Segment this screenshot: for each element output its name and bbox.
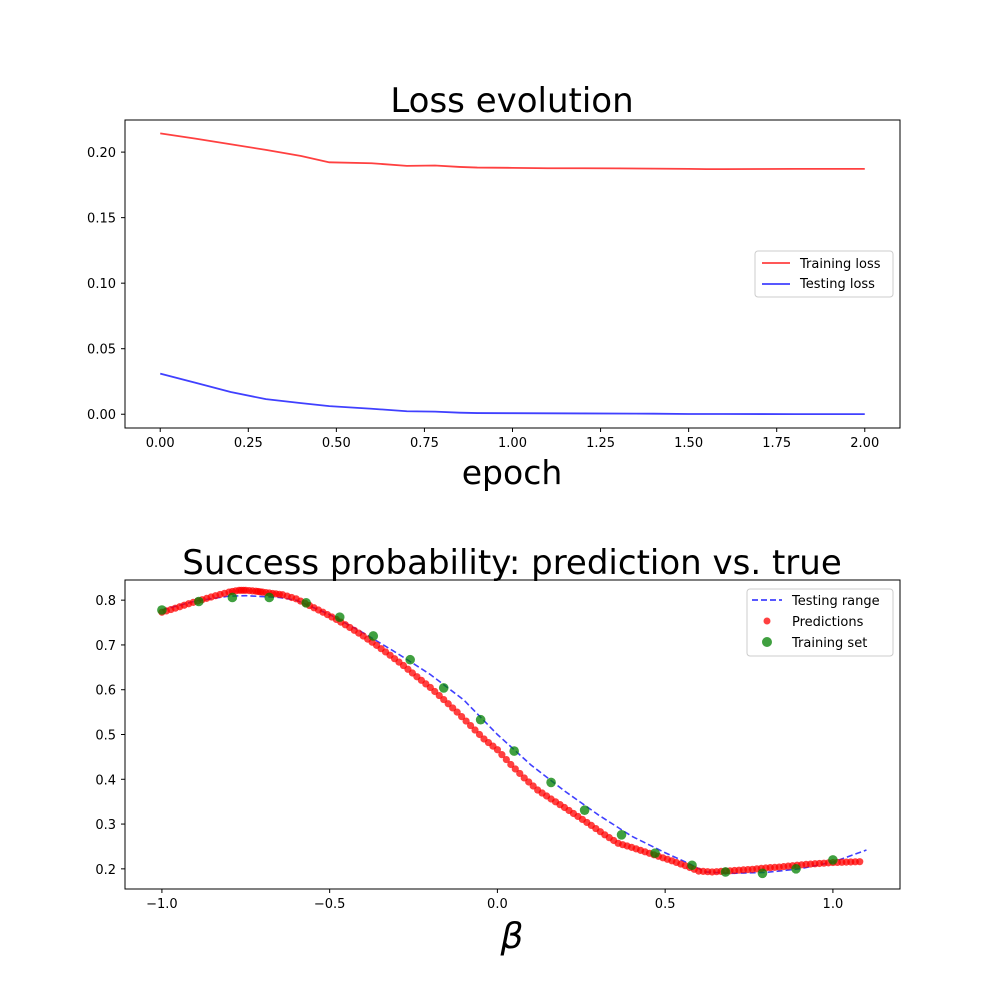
prediction-point xyxy=(453,708,461,716)
loss-chart-title: Loss evolution xyxy=(390,81,633,121)
prediction-point xyxy=(475,730,484,739)
loss-y-tick-label: 0.05 xyxy=(87,343,116,358)
loss-x-tick-label: 0.00 xyxy=(146,436,175,451)
loss-x-tick-label: 0.50 xyxy=(322,436,351,451)
success-y-tick-label: 0.5 xyxy=(95,729,116,744)
testing-range-legend-label: Testing range xyxy=(791,594,880,609)
training-set-point xyxy=(828,855,838,865)
success-y-axis-ticks: 0.2 0.3 0.4 0.5 0.6 0.7 0.8 xyxy=(95,594,125,878)
training-set-point xyxy=(157,605,167,615)
loss-x-axis-ticks: 0.00 0.25 0.50 0.75 1.00 1.25 1.50 1.75 2.00 xyxy=(146,428,879,451)
testing-loss-legend-label: Testing loss xyxy=(799,277,875,292)
prediction-point xyxy=(493,746,501,754)
loss-x-axis-label: epoch xyxy=(462,453,563,492)
prediction-point xyxy=(466,721,475,730)
training-set-legend-swatch xyxy=(762,637,772,647)
training-set-point xyxy=(579,805,590,815)
success-x-tick-label: 1.0 xyxy=(823,897,844,912)
success-x-tick-label: −0.5 xyxy=(314,897,346,912)
predictions-legend-swatch xyxy=(763,617,771,625)
prediction-point xyxy=(516,769,524,778)
training-set-point xyxy=(405,654,415,665)
success-x-axis-label: β xyxy=(500,916,524,957)
training-set-point xyxy=(791,864,801,874)
success-x-tick-label: −1.0 xyxy=(146,897,178,912)
loss-y-axis-ticks: 0.00 0.05 0.10 0.15 0.20 xyxy=(87,146,125,423)
training-set-point xyxy=(438,683,449,693)
training-set-point xyxy=(194,596,204,607)
training-set-points xyxy=(157,592,838,879)
training-loss-line xyxy=(160,132,865,171)
prediction-point xyxy=(462,717,470,725)
prediction-point xyxy=(507,760,515,769)
success-y-tick-label: 0.4 xyxy=(95,773,116,788)
loss-y-tick-label: 0.15 xyxy=(87,212,116,227)
success-x-tick-label: 0.5 xyxy=(655,897,676,912)
training-loss-legend-label: Training loss xyxy=(799,257,881,272)
training-set-point xyxy=(687,860,697,871)
predictions-legend-label: Predictions xyxy=(792,615,864,630)
loss-y-tick-label: 0.00 xyxy=(87,408,116,423)
success-legend-box xyxy=(746,588,894,657)
prediction-point xyxy=(458,712,466,721)
success-chart: Success probability: prediction vs. true… xyxy=(95,543,901,957)
loss-x-tick-label: 0.75 xyxy=(410,436,439,451)
training-set-point xyxy=(264,592,275,603)
success-y-tick-label: 0.6 xyxy=(95,684,116,699)
loss-x-tick-label: 1.50 xyxy=(674,436,703,451)
training-set-point xyxy=(301,598,311,608)
success-x-axis-ticks: −1.0 −0.5 0.0 0.5 1.0 xyxy=(146,889,843,912)
predictions-points xyxy=(158,586,864,876)
success-y-tick-label: 0.2 xyxy=(95,863,116,878)
success-legend: Testing range Predictions Training set xyxy=(746,588,894,657)
loss-x-tick-label: 1.25 xyxy=(586,436,615,451)
loss-x-tick-label: 1.75 xyxy=(762,436,791,451)
success-chart-title: Success probability: prediction vs. true xyxy=(182,543,841,583)
prediction-point xyxy=(502,755,510,764)
success-y-tick-label: 0.7 xyxy=(95,639,116,654)
success-y-tick-label: 0.8 xyxy=(95,594,116,609)
training-set-point xyxy=(475,714,486,725)
loss-series-lines xyxy=(160,132,865,416)
training-set-point xyxy=(757,868,768,879)
training-set-point xyxy=(509,746,519,756)
loss-x-tick-label: 0.25 xyxy=(234,436,263,451)
success-x-tick-label: 0.0 xyxy=(487,897,508,912)
training-set-point xyxy=(334,612,345,622)
training-set-point xyxy=(720,867,731,877)
success-y-tick-label: 0.3 xyxy=(95,818,116,833)
loss-x-tick-label: 1.00 xyxy=(498,436,527,451)
training-set-point xyxy=(368,631,379,641)
training-set-point xyxy=(227,592,238,603)
testing-loss-line xyxy=(160,372,865,416)
prediction-point xyxy=(498,751,506,759)
training-set-legend-label: Training set xyxy=(791,636,867,651)
training-set-point xyxy=(650,848,660,858)
prediction-point xyxy=(511,765,519,773)
prediction-point xyxy=(856,858,864,866)
training-set-point xyxy=(616,830,627,840)
loss-x-tick-label: 2.00 xyxy=(850,436,879,451)
loss-legend: Training loss Testing loss xyxy=(754,250,894,298)
prediction-point xyxy=(471,726,479,734)
loss-chart: Loss evolution 0.00 0.25 0.50 0.75 1.00 1.25 1… xyxy=(87,81,901,492)
training-set-point xyxy=(546,777,556,788)
loss-y-tick-label: 0.10 xyxy=(87,277,116,292)
loss-y-tick-label: 0.20 xyxy=(87,146,116,161)
